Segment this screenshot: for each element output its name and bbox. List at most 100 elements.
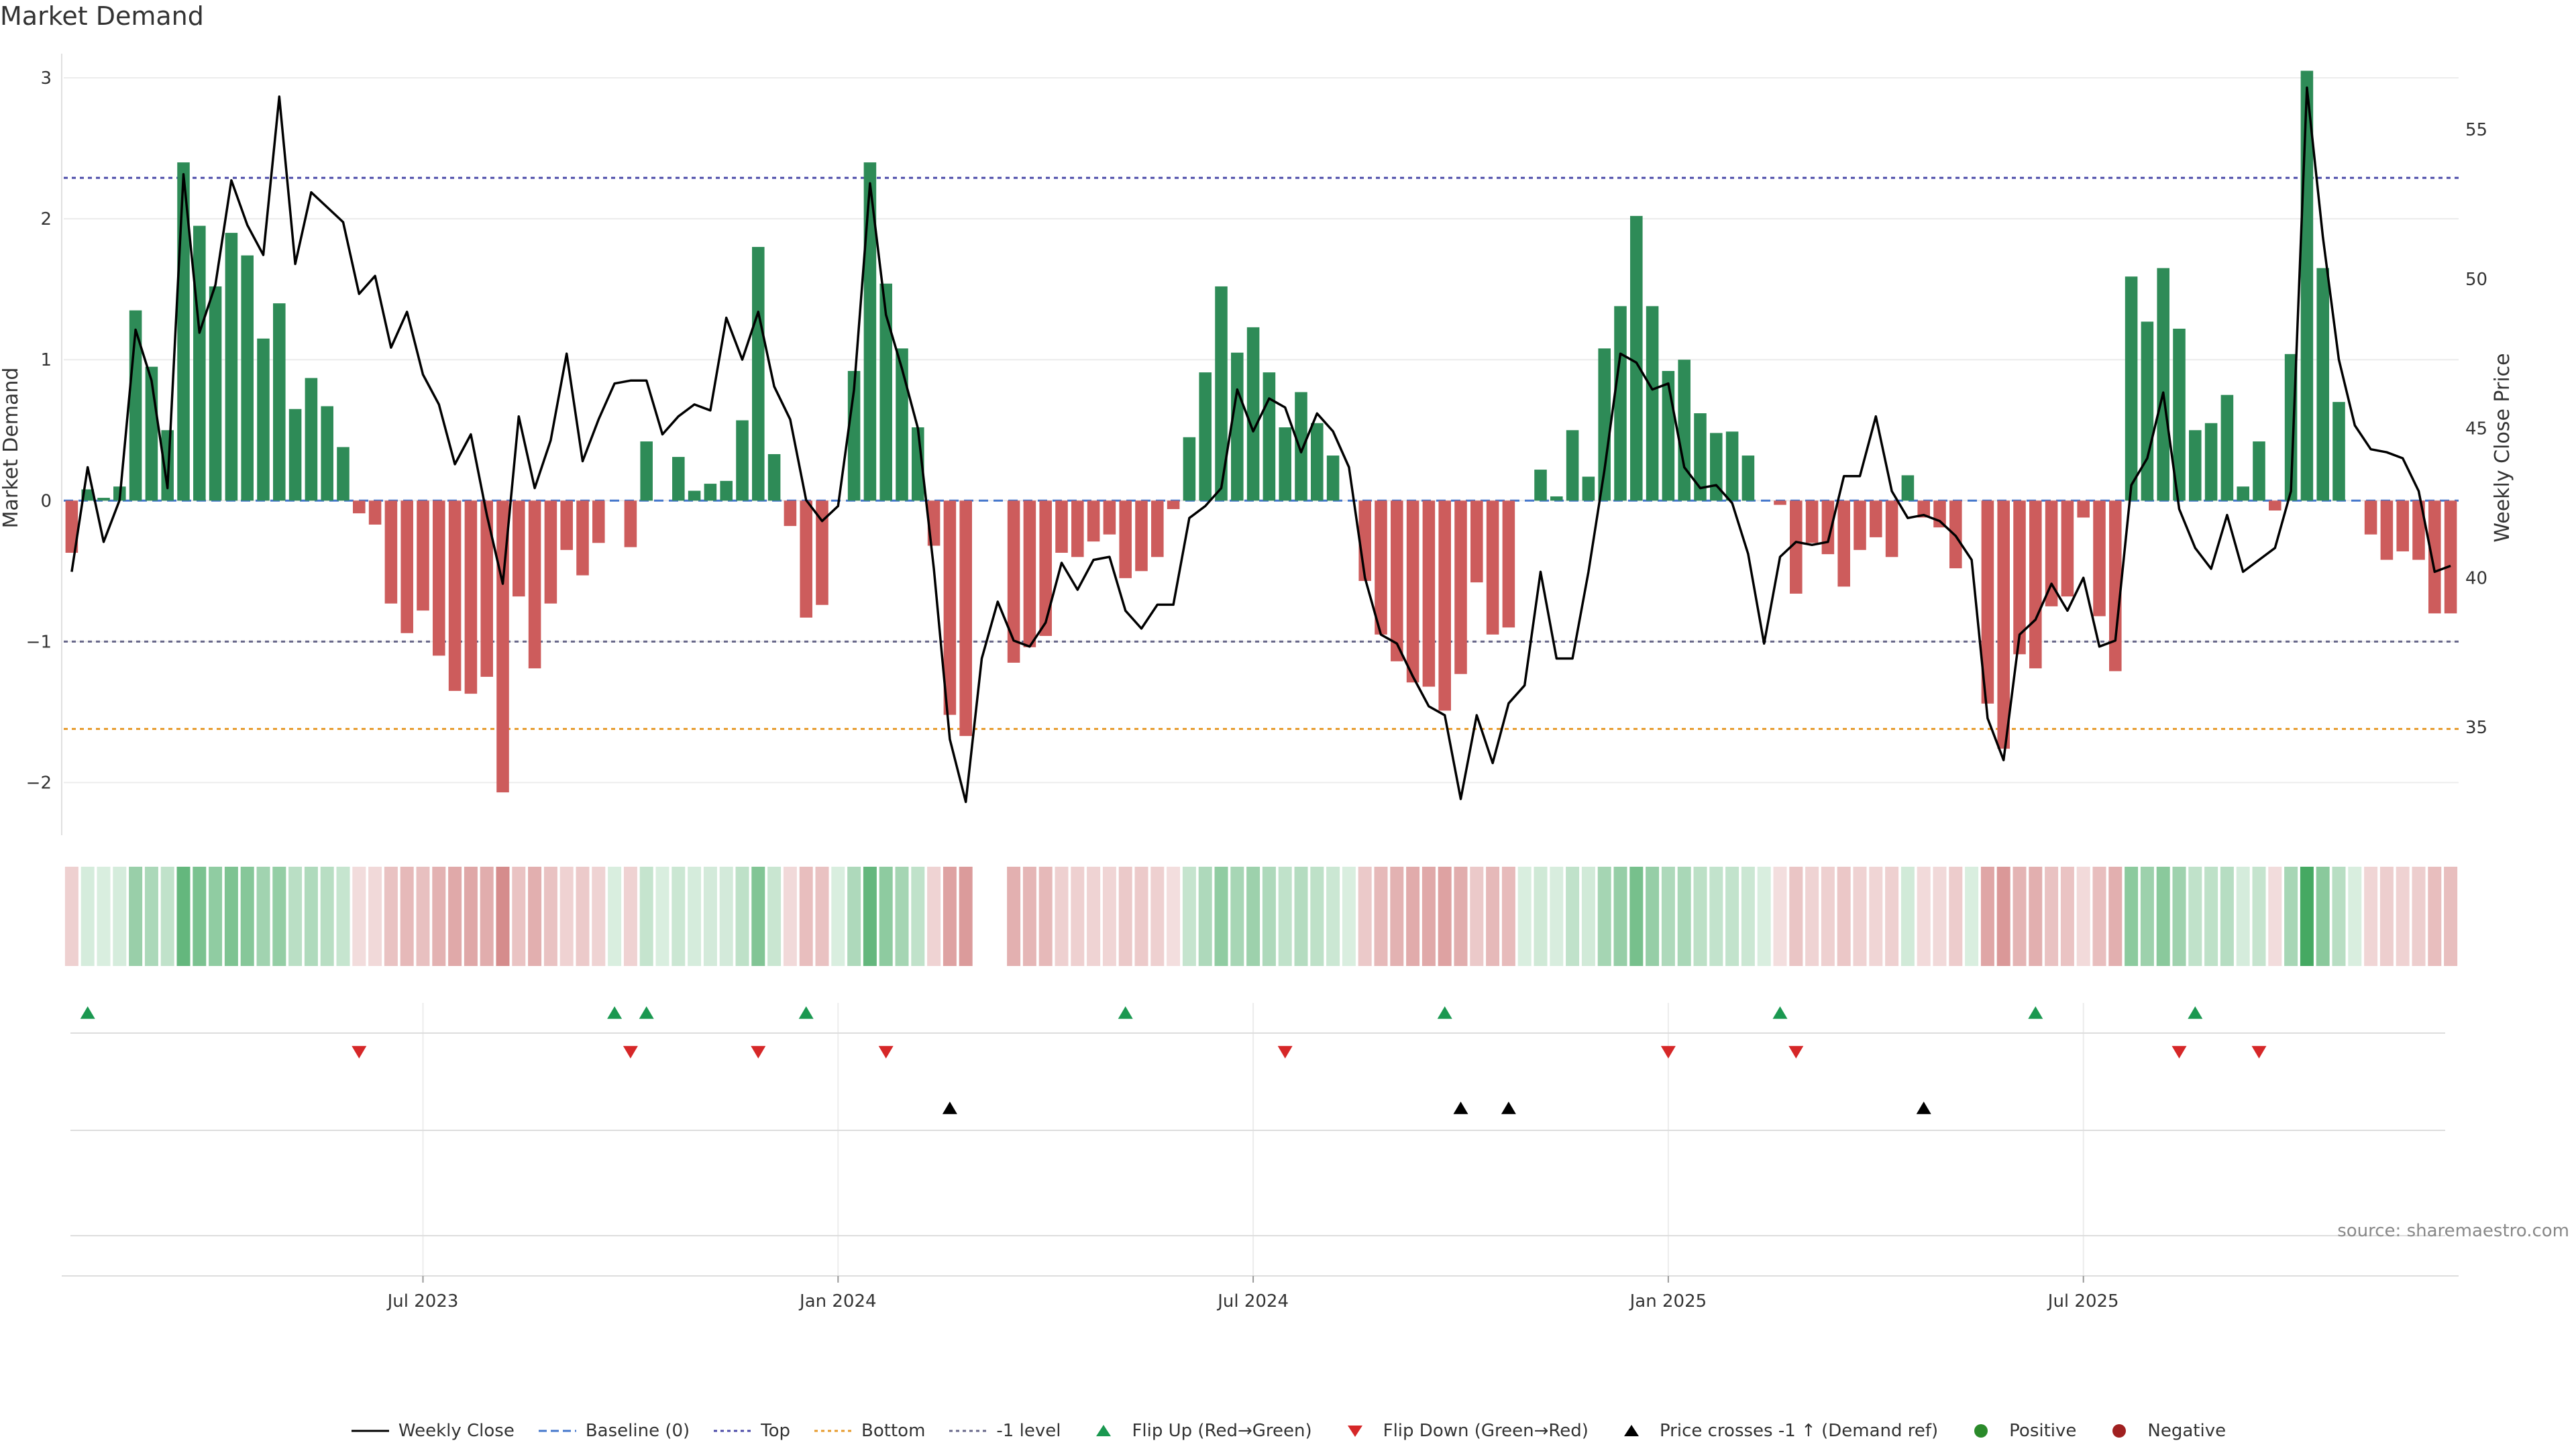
- demand-bar: [1901, 475, 1915, 501]
- heat-cell: [1358, 867, 1372, 966]
- y-tick-label: −2: [26, 773, 52, 793]
- heat-cell: [815, 867, 829, 966]
- heat-cell: [193, 867, 207, 966]
- legend-label: Negative: [2147, 1421, 2226, 1441]
- demand-bar: [1885, 500, 1898, 557]
- source-note: source: sharemaestro.com: [2337, 1221, 2569, 1241]
- x-tick-label: Jan 2025: [1629, 1291, 1707, 1311]
- heat-cell: [2300, 867, 2314, 966]
- heat-cell: [336, 867, 350, 966]
- triangle-up-icon: [1096, 1425, 1112, 1436]
- heat-cell: [639, 867, 653, 966]
- heat-cell: [1980, 867, 1994, 966]
- heat-cell: [655, 867, 669, 966]
- demand-bar: [2237, 486, 2249, 501]
- heat-cell: [703, 867, 717, 966]
- y-tick-label: −1: [26, 632, 52, 652]
- demand-bar: [1422, 500, 1436, 687]
- demand-bar: [193, 225, 206, 501]
- flip-up-marker: [798, 1006, 814, 1019]
- heat-cell: [352, 867, 366, 966]
- demand-bar: [400, 500, 413, 633]
- price-line-layer: [70, 86, 2451, 804]
- y2-tick-label: 50: [2465, 270, 2487, 290]
- demand-bar: [1391, 500, 1403, 661]
- heat-cell: [943, 867, 957, 966]
- heat-cell: [1629, 867, 1644, 966]
- demand-bar: [1199, 372, 1212, 501]
- dotted-line-icon: [949, 1430, 987, 1432]
- heat-cell: [719, 867, 733, 966]
- heat-cell: [735, 867, 749, 966]
- heat-cell: [1566, 867, 1580, 966]
- legend-item: Weekly Close: [350, 1421, 515, 1441]
- y-axis-label: Market Demand: [0, 368, 23, 529]
- flip-down-marker: [1660, 1046, 1676, 1059]
- demand-bar: [736, 420, 749, 501]
- legend-label: Flip Down (Green→Red): [1383, 1421, 1589, 1441]
- demand-bar: [480, 500, 493, 677]
- heat-cell: [64, 867, 78, 966]
- heat-cell: [1278, 867, 1292, 966]
- heat-cell: [1949, 867, 1963, 966]
- demand-bar: [847, 371, 861, 501]
- demand-bar: [2316, 268, 2329, 501]
- demand-bar: [1837, 500, 1850, 587]
- legend-item: Flip Down (Green→Red): [1335, 1421, 1589, 1441]
- demand-bar: [353, 500, 366, 514]
- demand-bar: [2396, 500, 2409, 551]
- heat-cell: [2444, 867, 2458, 966]
- demand-bar: [1326, 455, 1340, 501]
- flip-down-marker: [1277, 1046, 1293, 1059]
- flip-down-marker: [352, 1046, 367, 1059]
- heat-cell: [2045, 867, 2059, 966]
- demand-bar: [943, 500, 957, 715]
- heat-cell: [1501, 867, 1515, 966]
- heat-cell: [1757, 867, 1771, 966]
- demand-bar: [1023, 500, 1036, 647]
- demand-bar: [720, 480, 733, 501]
- heat-cell: [512, 867, 526, 966]
- demand-bar: [321, 406, 333, 501]
- heat-strip-layer: [64, 867, 2458, 966]
- heat-cell: [1246, 867, 1260, 966]
- heat-cell: [2076, 867, 2090, 966]
- price-cross-marker: [1453, 1102, 1468, 1114]
- demand-bar: [2125, 276, 2138, 501]
- dashed-line-icon: [538, 1430, 576, 1432]
- demand-bar: [1741, 455, 1755, 501]
- heat-cell: [1773, 867, 1787, 966]
- demand-bar: [1454, 500, 1467, 674]
- demand-bar: [1582, 476, 1595, 501]
- heat-cell: [751, 867, 765, 966]
- demand-bar: [2253, 441, 2265, 501]
- heat-cell: [847, 867, 861, 966]
- demand-bar: [1550, 496, 1563, 501]
- heat-cell: [1087, 867, 1101, 966]
- demand-bar: [368, 500, 382, 525]
- demand-bar: [816, 500, 828, 605]
- heat-cell: [1342, 867, 1356, 966]
- demand-bar: [1486, 500, 1499, 635]
- demand-bar: [1470, 500, 1483, 583]
- demand-bar: [384, 500, 398, 604]
- heat-cell: [1390, 867, 1404, 966]
- demand-bar: [1725, 431, 1739, 501]
- demand-bar: [1438, 500, 1451, 711]
- demand-bar: [2428, 500, 2441, 614]
- demand-bar: [1263, 372, 1276, 501]
- demand-bar: [1534, 470, 1547, 501]
- y-tick-label: 0: [40, 491, 52, 511]
- heat-cell: [831, 867, 845, 966]
- demand-bar: [2332, 402, 2345, 501]
- demand-bar: [896, 348, 908, 501]
- demand-bar: [1710, 433, 1723, 501]
- demand-bar: [2077, 500, 2090, 518]
- legend-label: Price crosses -1 ↑ (Demand ref): [1659, 1421, 1939, 1441]
- heat-cell: [543, 867, 557, 966]
- demand-bar: [2093, 500, 2106, 616]
- heat-cell: [592, 867, 606, 966]
- legend-item: Positive: [1961, 1421, 2076, 1441]
- legend-item: Flip Up (Red→Green): [1083, 1421, 1312, 1441]
- demand-bar: [2141, 321, 2154, 501]
